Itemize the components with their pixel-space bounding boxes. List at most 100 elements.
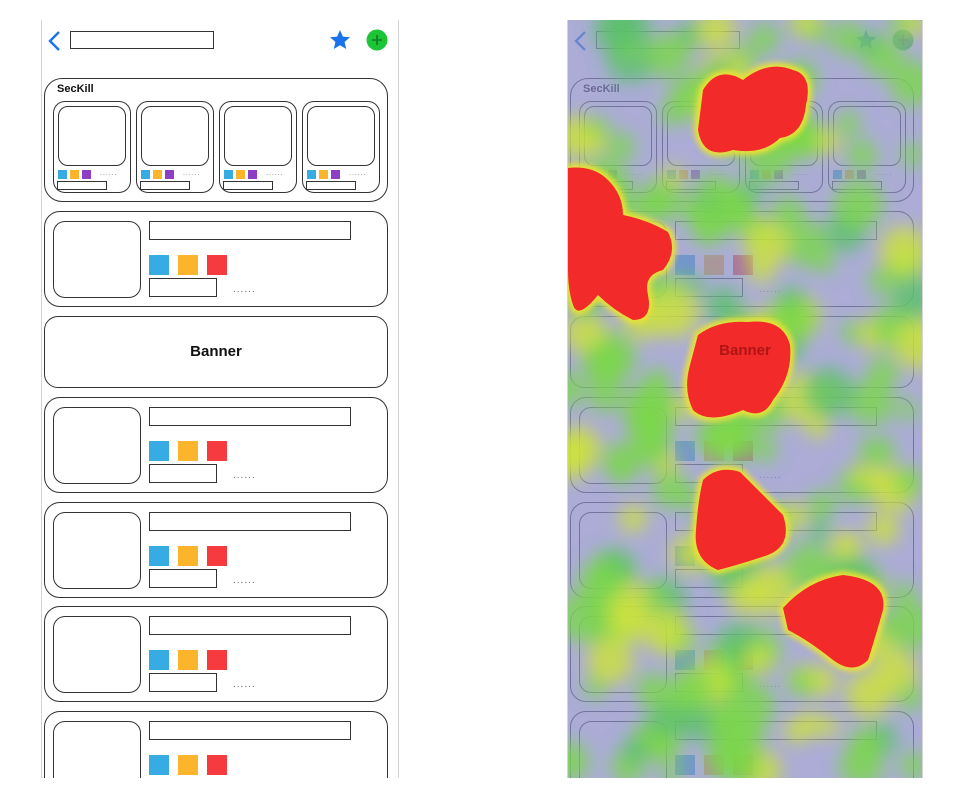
search-input[interactable] bbox=[596, 31, 740, 49]
seckill-item-price bbox=[140, 181, 190, 190]
heatmap-banner-label: Banner bbox=[719, 342, 771, 359]
color-swatch bbox=[224, 170, 233, 179]
product-price-box bbox=[675, 673, 743, 692]
color-swatch bbox=[774, 170, 783, 179]
add-circle-icon[interactable] bbox=[892, 29, 914, 51]
seckill-item-dots: ...... bbox=[100, 170, 118, 177]
back-chevron-icon[interactable] bbox=[44, 29, 66, 53]
color-swatch bbox=[584, 170, 593, 179]
product-image bbox=[579, 407, 667, 484]
search-input[interactable] bbox=[70, 31, 214, 49]
seckill-item-image bbox=[224, 106, 292, 166]
seckill-item-price bbox=[583, 181, 633, 190]
product-card[interactable]: ...... bbox=[570, 711, 914, 778]
color-swatch bbox=[733, 650, 753, 670]
seckill-item-image bbox=[667, 106, 735, 166]
seckill-item[interactable]: ...... bbox=[828, 101, 906, 193]
product-card[interactable]: ...... bbox=[44, 606, 388, 702]
seckill-item-dots: ...... bbox=[349, 170, 367, 177]
product-dots: ...... bbox=[759, 575, 782, 586]
product-title-box bbox=[675, 721, 877, 740]
product-title-box bbox=[149, 221, 351, 240]
heatmap-screen: SecKill.................................… bbox=[567, 20, 923, 778]
seckill-title: SecKill bbox=[583, 83, 620, 95]
seckill-item-image bbox=[750, 106, 818, 166]
product-title-box bbox=[675, 221, 877, 240]
seckill-item-dots: ...... bbox=[266, 170, 284, 177]
seckill-item[interactable]: ...... bbox=[662, 101, 740, 193]
product-card[interactable]: ...... bbox=[44, 711, 388, 778]
color-swatch bbox=[675, 255, 695, 275]
product-dots: ...... bbox=[759, 284, 782, 295]
header-bar bbox=[568, 20, 922, 64]
color-swatch bbox=[319, 170, 328, 179]
product-card[interactable]: ...... bbox=[570, 211, 914, 307]
color-swatch bbox=[178, 441, 198, 461]
product-card[interactable]: ...... bbox=[44, 211, 388, 307]
product-price-box bbox=[675, 569, 743, 588]
color-swatch bbox=[691, 170, 700, 179]
color-swatch bbox=[178, 255, 198, 275]
seckill-item-image bbox=[307, 106, 375, 166]
color-swatch bbox=[331, 170, 340, 179]
seckill-item-image bbox=[58, 106, 126, 166]
color-swatch bbox=[207, 441, 227, 461]
color-swatch bbox=[236, 170, 245, 179]
color-swatch bbox=[596, 170, 605, 179]
star-icon[interactable] bbox=[854, 28, 878, 52]
seckill-item-price bbox=[832, 181, 882, 190]
seckill-item[interactable]: ...... bbox=[219, 101, 297, 193]
seckill-item-price bbox=[223, 181, 273, 190]
color-swatch bbox=[733, 546, 753, 566]
seckill-item-dots: ...... bbox=[626, 170, 644, 177]
color-swatch bbox=[608, 170, 617, 179]
color-swatch bbox=[679, 170, 688, 179]
product-price-box bbox=[675, 278, 743, 297]
product-title-box bbox=[149, 616, 351, 635]
color-swatch bbox=[762, 170, 771, 179]
product-image bbox=[53, 407, 141, 484]
product-card[interactable]: ...... bbox=[570, 606, 914, 702]
color-swatch bbox=[704, 255, 724, 275]
seckill-item-image bbox=[584, 106, 652, 166]
seckill-section: SecKill........................ bbox=[570, 78, 914, 202]
color-swatch bbox=[733, 255, 753, 275]
color-swatch bbox=[82, 170, 91, 179]
product-dots: ...... bbox=[233, 470, 256, 481]
seckill-section: SecKill........................ bbox=[44, 78, 388, 202]
color-swatch bbox=[750, 170, 759, 179]
product-card[interactable]: ...... bbox=[570, 397, 914, 493]
seckill-item[interactable]: ...... bbox=[302, 101, 380, 193]
color-swatch bbox=[675, 755, 695, 775]
product-card[interactable]: ...... bbox=[570, 502, 914, 598]
back-chevron-icon[interactable] bbox=[570, 29, 592, 53]
seckill-item[interactable]: ...... bbox=[579, 101, 657, 193]
seckill-item[interactable]: ...... bbox=[136, 101, 214, 193]
color-swatch bbox=[58, 170, 67, 179]
product-price-box bbox=[149, 278, 217, 297]
product-image bbox=[53, 721, 141, 778]
product-card[interactable]: ...... bbox=[44, 502, 388, 598]
seckill-item[interactable]: ...... bbox=[745, 101, 823, 193]
seckill-item-dots: ...... bbox=[709, 170, 727, 177]
color-swatch bbox=[833, 170, 842, 179]
product-card[interactable]: ...... bbox=[44, 397, 388, 493]
product-price-box bbox=[149, 569, 217, 588]
add-circle-icon[interactable] bbox=[366, 29, 388, 51]
banner[interactable]: Banner bbox=[44, 316, 388, 388]
color-swatch bbox=[149, 650, 169, 670]
star-icon[interactable] bbox=[328, 28, 352, 52]
seckill-item-price bbox=[749, 181, 799, 190]
color-swatch bbox=[857, 170, 866, 179]
color-swatch bbox=[165, 170, 174, 179]
header-bar bbox=[42, 20, 398, 64]
seckill-item-dots: ...... bbox=[792, 170, 810, 177]
product-image bbox=[579, 616, 667, 693]
product-title-box bbox=[675, 407, 877, 426]
color-swatch bbox=[704, 755, 724, 775]
color-swatch bbox=[70, 170, 79, 179]
seckill-item[interactable]: ...... bbox=[53, 101, 131, 193]
seckill-title: SecKill bbox=[57, 83, 94, 95]
seckill-item-image bbox=[833, 106, 901, 166]
color-swatch bbox=[149, 546, 169, 566]
